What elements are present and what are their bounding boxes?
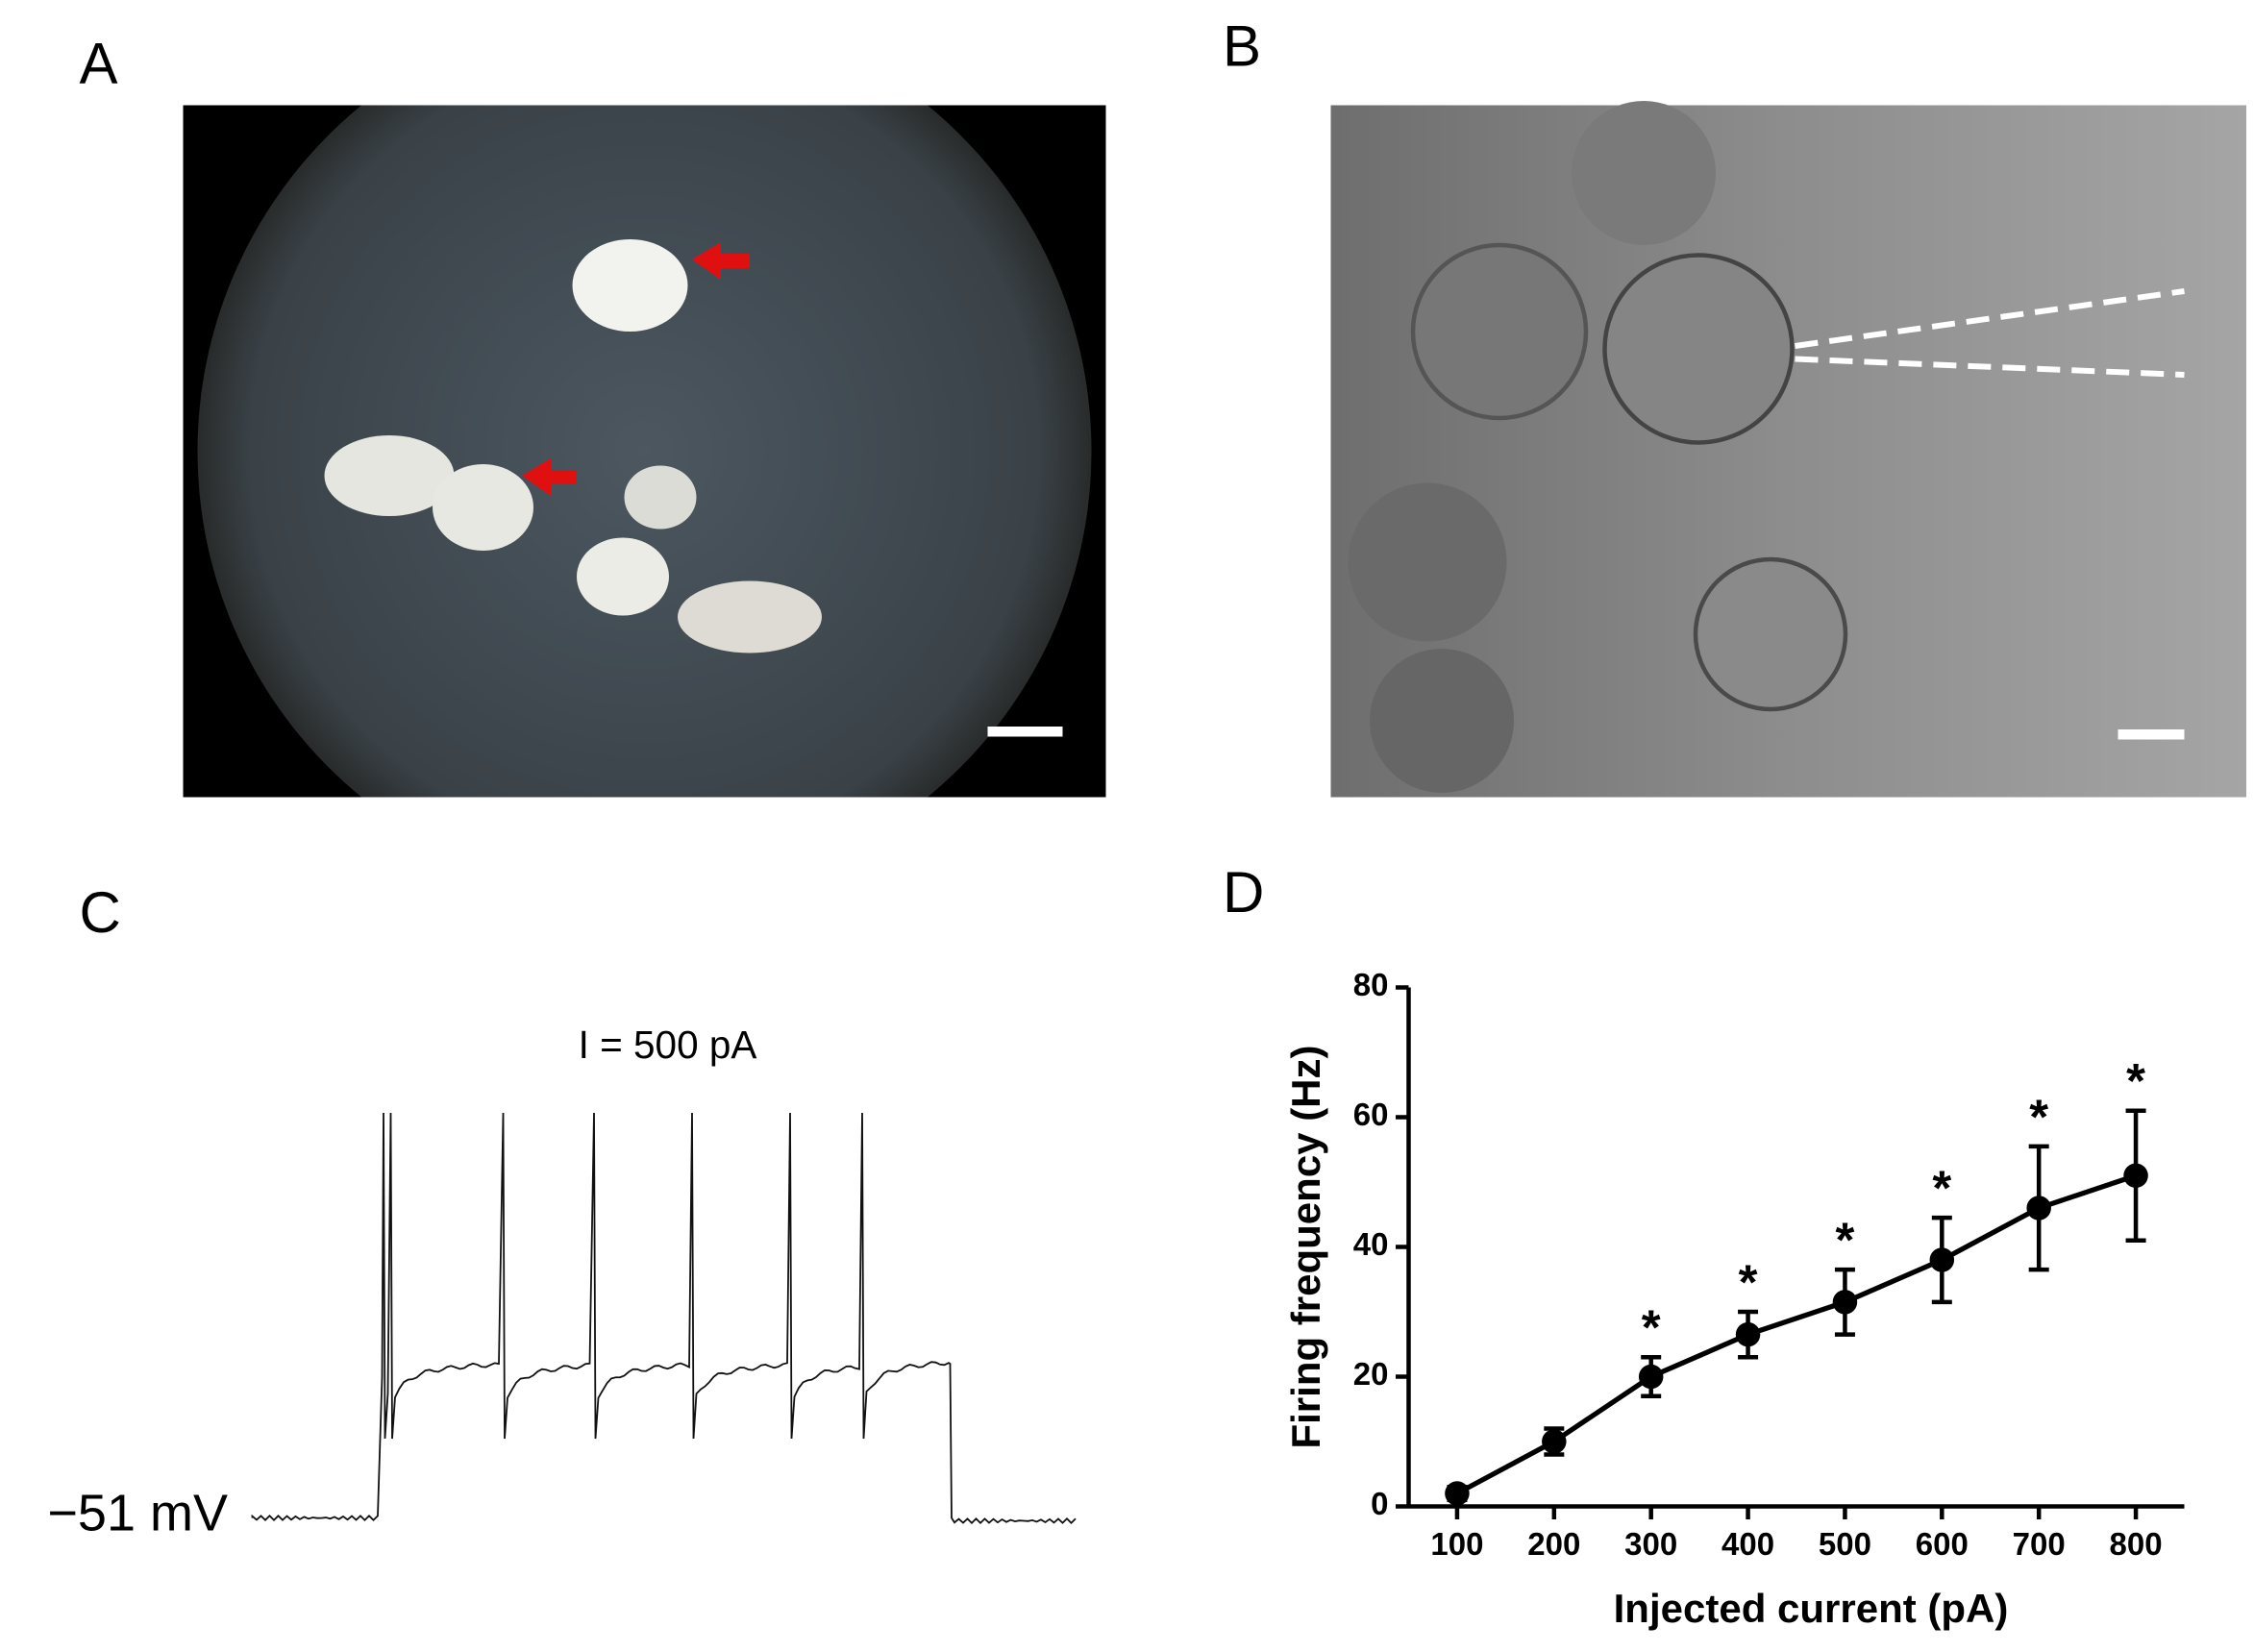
data-point bbox=[2123, 1163, 2148, 1188]
significance-marker: * bbox=[1739, 1254, 1758, 1309]
data-point bbox=[1445, 1481, 1470, 1506]
baseline-label: −51 mV bbox=[47, 1484, 228, 1541]
data-point bbox=[2026, 1196, 2051, 1221]
x-tick-label: 600 bbox=[1916, 1526, 1969, 1562]
panel-label: A bbox=[80, 31, 118, 95]
y-tick-label: 0 bbox=[1371, 1486, 1388, 1521]
x-tick-label: 200 bbox=[1527, 1526, 1580, 1562]
panel-label: B bbox=[1223, 13, 1261, 78]
series-line bbox=[1455, 1172, 2137, 1496]
panel-a-image bbox=[183, 105, 1106, 798]
data-point bbox=[1929, 1247, 1955, 1272]
x-tick-label: 300 bbox=[1624, 1526, 1677, 1562]
panel-b-image bbox=[1330, 101, 2246, 798]
panel-label: D bbox=[1223, 860, 1264, 925]
y-tick-label: 60 bbox=[1353, 1097, 1389, 1132]
significance-marker: * bbox=[2126, 1053, 2145, 1108]
significance-marker: * bbox=[1836, 1213, 1855, 1268]
voltage-trace bbox=[251, 1112, 1077, 1525]
panel-label: C bbox=[80, 880, 121, 945]
y-tick-label: 20 bbox=[1353, 1356, 1389, 1392]
figure-content: A B C D I = 500 pA −51 mV Injected curre… bbox=[47, 13, 2246, 1631]
y-tick-label: 80 bbox=[1353, 967, 1389, 1002]
data-point bbox=[1542, 1429, 1567, 1454]
data-point bbox=[1638, 1364, 1664, 1390]
x-axis-label: Injected current (pA) bbox=[1614, 1586, 2009, 1631]
x-tick-label: 100 bbox=[1430, 1526, 1483, 1562]
data-point bbox=[1735, 1321, 1761, 1347]
x-tick-label: 800 bbox=[2110, 1526, 2163, 1562]
significance-marker: * bbox=[1932, 1161, 1951, 1216]
significance-marker: * bbox=[2029, 1089, 2048, 1144]
y-axis-label: Firing frequency (Hz) bbox=[1283, 1045, 1328, 1448]
stimulus-label: I = 500 pA bbox=[579, 1023, 757, 1067]
data-point bbox=[1832, 1290, 1858, 1315]
y-tick-label: 40 bbox=[1353, 1226, 1389, 1262]
x-tick-label: 700 bbox=[2013, 1526, 2066, 1562]
x-tick-label: 400 bbox=[1721, 1526, 1774, 1562]
x-tick-label: 500 bbox=[1819, 1526, 1871, 1562]
significance-marker: * bbox=[1642, 1300, 1661, 1355]
